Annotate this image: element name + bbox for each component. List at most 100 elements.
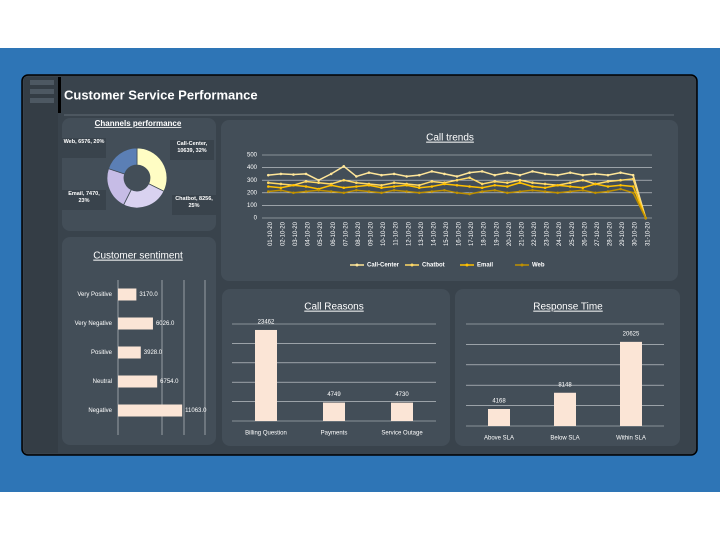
line-marker: [367, 183, 371, 187]
x-tick-label: Payments: [321, 431, 348, 437]
line-marker: [367, 190, 371, 193]
x-tick-label: 25-10-20: [570, 221, 576, 246]
line-marker: [506, 191, 509, 195]
line-marker: [594, 191, 597, 195]
line-marker: [531, 188, 534, 192]
x-tick-label: 31-10-20: [645, 221, 651, 246]
line-marker: [518, 173, 522, 177]
legend-marker: [410, 263, 414, 267]
line-marker: [480, 190, 484, 193]
line-marker: [581, 188, 585, 192]
line-marker: [531, 170, 534, 173]
menu-icon[interactable]: [30, 80, 54, 103]
chart-title: Call Reasons: [304, 302, 363, 313]
x-tick-label: 24-10-20: [557, 221, 563, 246]
line-marker: [455, 183, 459, 187]
line-marker: [581, 173, 585, 177]
legend-label: Chatbot: [422, 263, 445, 269]
line-marker: [266, 190, 270, 193]
line-marker: [317, 181, 320, 185]
line-marker: [619, 187, 622, 191]
data-label: Call-Center, 10639, 32%: [176, 141, 208, 154]
line-marker: [304, 172, 308, 176]
bar: [118, 346, 141, 359]
legend-marker: [355, 263, 359, 267]
legend-marker: [520, 263, 524, 267]
line-marker: [493, 188, 497, 192]
chart-title: Response Time: [533, 302, 603, 313]
data-label: 4168: [492, 399, 506, 405]
donut-slice: [136, 147, 168, 192]
line-marker: [619, 183, 622, 187]
line-marker: [493, 173, 497, 177]
data-label-box: [62, 138, 106, 158]
line-marker: [493, 180, 497, 183]
x-tick-label: 06-10-20: [331, 221, 337, 246]
line-marker: [304, 190, 308, 193]
x-tick-label: Above SLA: [484, 436, 514, 442]
title-accent: [58, 77, 61, 113]
line-marker: [292, 191, 295, 195]
bar: [323, 402, 345, 421]
x-tick-label: 03-10-20: [293, 221, 299, 246]
line-marker: [367, 171, 371, 174]
x-tick-label: 19-10-20: [494, 221, 500, 246]
line-marker: [468, 185, 471, 188]
line-marker: [506, 171, 509, 174]
data-label: 20625: [623, 331, 640, 337]
page-title: Customer Service Performance: [64, 87, 258, 102]
line-marker: [606, 180, 610, 183]
data-label: 3928.0: [144, 350, 163, 356]
line-marker: [606, 190, 610, 193]
line-marker: [543, 190, 547, 193]
data-label-frame: Chatbot, 8256, 25%: [175, 196, 213, 209]
bar: [118, 288, 137, 301]
data-label-frame: Email, 7470, 23%: [68, 191, 100, 204]
line-marker: [380, 191, 383, 195]
line-marker: [430, 190, 434, 193]
x-tick-label: Billing Question: [245, 431, 287, 437]
line-marker: [304, 185, 308, 188]
line-marker: [380, 186, 383, 190]
chart-title: Channels performance: [95, 119, 182, 128]
line-marker: [531, 181, 534, 185]
line-marker: [631, 191, 635, 195]
x-tick-label: 01-10-20: [268, 221, 274, 246]
line-marker: [342, 178, 346, 182]
y-tick-label: Very Negative: [75, 321, 113, 327]
bar: [118, 404, 183, 417]
line-marker: [329, 183, 333, 187]
line-marker: [619, 171, 622, 174]
line-marker: [443, 188, 446, 192]
bar: [488, 408, 510, 426]
line-marker: [556, 173, 559, 177]
line-marker: [568, 190, 572, 193]
x-tick-label: 27-10-20: [595, 221, 601, 246]
line-marker: [518, 190, 522, 193]
line-marker: [518, 181, 522, 185]
line-marker: [556, 183, 559, 187]
y-tick-label: 0: [254, 216, 258, 222]
line-marker: [342, 165, 346, 168]
panel: [62, 237, 216, 445]
line-marker: [518, 178, 522, 182]
line-marker: [279, 186, 283, 190]
line-marker: [380, 183, 383, 187]
line-marker: [417, 173, 421, 177]
x-tick-label: 18-10-20: [482, 221, 488, 246]
line-marker: [292, 173, 295, 176]
line-marker: [355, 188, 358, 192]
line-marker: [443, 182, 446, 186]
x-tick-label: 29-10-20: [620, 221, 626, 246]
line-marker: [417, 191, 421, 195]
data-label: Chatbot, 8256, 25%: [175, 196, 213, 209]
data-label: 6026.0: [156, 321, 175, 327]
line-marker: [392, 188, 396, 192]
line-marker: [279, 172, 283, 176]
line-marker: [430, 170, 434, 173]
line-marker: [480, 170, 484, 173]
bar: [118, 317, 153, 330]
line-marker: [543, 172, 547, 176]
